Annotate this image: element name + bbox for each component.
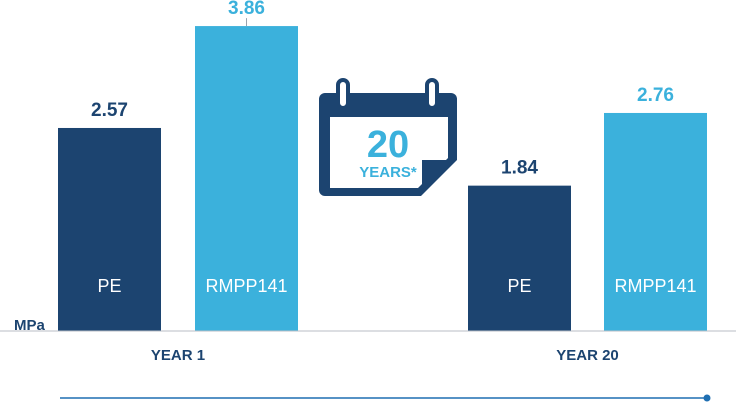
group-label: YEAR 20 (556, 347, 619, 364)
bar-pe-year-1 (58, 127, 161, 331)
value-label: 3.86 (228, 0, 265, 19)
value-label: 2.57 (91, 100, 128, 121)
bar-inner-label: RMPP141 (205, 276, 287, 296)
badge-number: 20 (367, 124, 409, 166)
bar-inner-label: PE (507, 276, 531, 296)
bar-inner-label: PE (97, 276, 121, 296)
calendar-icon (319, 78, 457, 196)
bars-layer (58, 26, 707, 332)
badge-text: YEARS* (359, 164, 417, 181)
bar-inner-label: RMPP141 (614, 276, 696, 296)
bar-rmpp141-year-20 (604, 112, 707, 332)
unit-label: MPa (14, 317, 46, 334)
bar-rmpp141-year-1 (195, 26, 298, 331)
group-label: YEAR 1 (151, 347, 205, 364)
bar-pe-year-20 (468, 185, 571, 331)
value-label: 2.76 (637, 85, 674, 106)
value-labels-layer: 2.57 3.86 1.84 2.76 (91, 0, 674, 179)
group-labels-layer: YEAR 1 YEAR 20 (151, 347, 619, 364)
bar-text-layer: PE RMPP141 PE RMPP141 (97, 276, 696, 296)
timeline-end-dot (703, 394, 711, 402)
value-label: 1.84 (501, 158, 538, 179)
